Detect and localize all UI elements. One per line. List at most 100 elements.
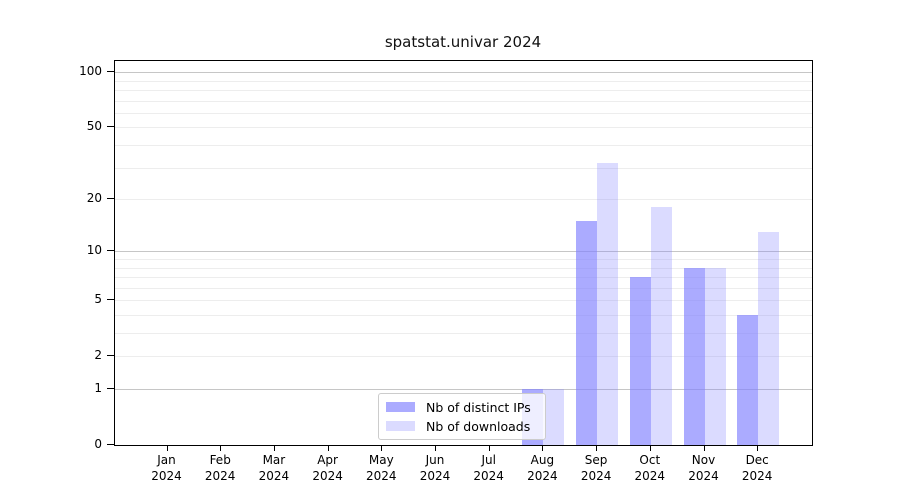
- x-tick-year: 2024: [151, 469, 182, 483]
- x-tick-month: May: [368, 453, 394, 467]
- gridline-6: [115, 287, 812, 289]
- y-tick-100: [107, 71, 114, 73]
- gridline-1: [115, 389, 812, 390]
- gridline-50: [115, 127, 812, 129]
- x-tick-label-sep: Sep 2024: [564, 452, 628, 484]
- x-tick-year: 2024: [258, 469, 290, 483]
- x-tick-year: 2024: [419, 469, 451, 483]
- legend: Nb of distinct IPs Nb of downloads: [378, 393, 546, 440]
- y-tick-label-5: 5: [94, 292, 102, 307]
- x-tick-label-mar: Mar 2024: [242, 452, 306, 484]
- gridline-10: [115, 251, 812, 253]
- x-tick-year: 2024: [312, 469, 343, 483]
- legend-swatch-distinct-ips: [386, 402, 415, 412]
- y-tick-50: [107, 126, 114, 128]
- bar-downloads-aug: [543, 389, 565, 445]
- y-tick-label-10: 10: [86, 243, 102, 258]
- gridline-90: [115, 80, 812, 82]
- gridline-100: [115, 72, 812, 74]
- x-tick-month: Sep: [584, 453, 608, 467]
- x-tick-label-nov: Nov 2024: [672, 452, 736, 484]
- x-tick-jul: [488, 445, 490, 451]
- x-tick-month: Dec: [745, 453, 769, 467]
- gridline-2: [115, 356, 812, 358]
- x-tick-year: 2024: [527, 469, 558, 483]
- x-tick-month: Feb: [209, 453, 231, 467]
- bar-downloads-dec: [758, 231, 780, 445]
- gridline-9: [115, 259, 812, 260]
- bar-downloads-sep: [597, 162, 619, 445]
- x-tick-mar: [273, 445, 275, 451]
- x-tick-month: Oct: [639, 453, 661, 467]
- x-tick-month: Jan: [157, 453, 176, 467]
- x-tick-year: 2024: [741, 469, 773, 483]
- x-tick-month: Jun: [425, 453, 445, 467]
- gridline-3: [115, 333, 812, 334]
- gridline-70: [115, 100, 812, 102]
- x-tick-jun: [435, 445, 436, 451]
- legend-label-downloads: Nb of downloads: [426, 418, 531, 434]
- gridline-4: [115, 315, 812, 316]
- x-tick-aug: [542, 445, 544, 451]
- x-tick-sep: [596, 445, 598, 451]
- y-tick-1: [107, 388, 114, 389]
- gridline-7: [115, 277, 812, 278]
- x-tick-label-jun: Jun 2024: [403, 452, 467, 484]
- x-tick-label-dec: Dec 2024: [725, 452, 789, 484]
- legend-entry-downloads: Nb of downloads: [386, 419, 545, 434]
- legend-label-distinct-ips: Nb of distinct IPs: [426, 399, 531, 415]
- bar-downloads-oct: [650, 207, 672, 445]
- x-tick-year: 2024: [580, 469, 612, 483]
- y-tick-label-0: 0: [94, 437, 102, 451]
- x-tick-label-may: May 2024: [349, 452, 413, 484]
- x-tick-label-apr: Apr 2024: [296, 452, 360, 484]
- chart-title: spatstat.univar 2024: [384, 33, 542, 51]
- x-tick-year: 2024: [204, 469, 236, 483]
- legend-swatch-downloads: [386, 421, 415, 431]
- bar-distinct-ips-nov: [683, 267, 705, 445]
- x-tick-oct: [649, 445, 651, 451]
- x-tick-month: Apr: [317, 453, 338, 467]
- x-tick-feb: [220, 445, 222, 451]
- gridline-5: [115, 300, 812, 302]
- x-tick-year: 2024: [366, 469, 397, 483]
- x-tick-month: Aug: [530, 453, 555, 467]
- gridline-80: [115, 90, 812, 91]
- x-tick-year: 2024: [473, 469, 504, 483]
- y-tick-5: [107, 299, 114, 301]
- y-tick-2: [107, 355, 114, 357]
- bar-distinct-ips-oct: [629, 277, 651, 445]
- x-tick-label-feb: Feb 2024: [188, 452, 252, 484]
- x-tick-month: Nov: [691, 453, 716, 467]
- x-tick-label-aug: Aug 2024: [510, 452, 574, 484]
- x-tick-year: 2024: [688, 469, 719, 483]
- y-tick-10: [107, 250, 114, 252]
- gridline-60: [115, 112, 812, 114]
- legend-entry-distinct-ips: Nb of distinct IPs: [386, 400, 545, 415]
- bar-distinct-ips-sep: [576, 221, 598, 445]
- bar-distinct-ips-dec: [737, 315, 759, 445]
- bar-downloads-nov: [704, 267, 726, 445]
- y-tick-label-50: 50: [86, 119, 102, 134]
- gridline-8: [115, 267, 812, 269]
- x-tick-month: Jul: [481, 453, 496, 467]
- x-tick-may: [381, 445, 383, 451]
- plot-area: Nb of distinct IPs Nb of downloads: [114, 60, 813, 446]
- y-tick-label-2: 2: [94, 348, 102, 363]
- x-tick-month: Mar: [262, 453, 286, 467]
- gridline-40: [115, 145, 812, 146]
- x-tick-apr: [327, 445, 329, 451]
- x-tick-label-jan: Jan 2024: [135, 452, 199, 484]
- y-tick-label-1: 1: [94, 381, 102, 395]
- x-tick-label-oct: Oct 2024: [618, 452, 682, 484]
- x-tick-label-jul: Jul 2024: [457, 452, 521, 484]
- y-tick-20: [107, 198, 114, 200]
- gridline-20: [115, 199, 812, 201]
- x-tick-dec: [757, 445, 759, 451]
- x-tick-nov: [703, 445, 705, 451]
- x-tick-jan: [166, 445, 168, 451]
- x-tick-year: 2024: [634, 469, 666, 483]
- gridline-30: [115, 167, 812, 169]
- y-tick-0: [107, 444, 114, 445]
